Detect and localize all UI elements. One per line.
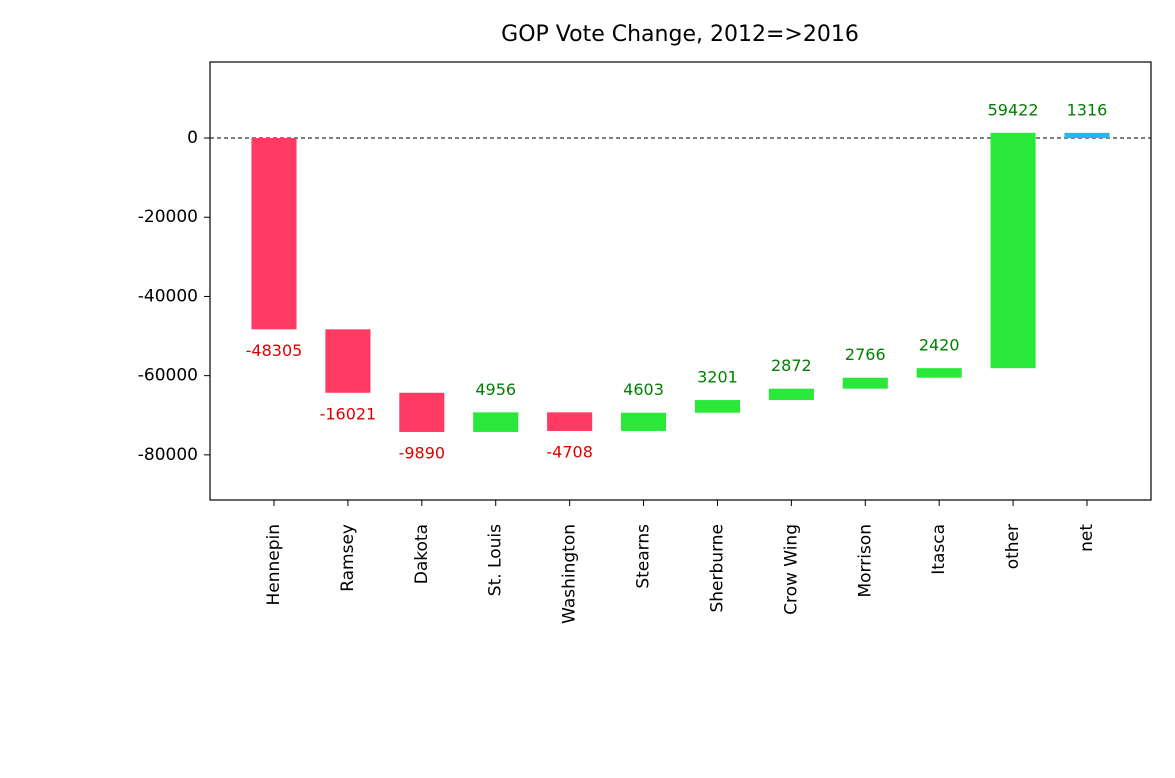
x-tick-label: St. Louis xyxy=(486,524,506,596)
x-tick-label: Crow Wing xyxy=(781,524,801,615)
data-label: 2872 xyxy=(771,356,812,375)
bar xyxy=(547,412,593,431)
bar xyxy=(1064,132,1110,139)
data-label: 4603 xyxy=(623,380,664,399)
y-tick-label: -60000 xyxy=(138,366,198,386)
bar xyxy=(399,392,445,432)
data-label: 59422 xyxy=(988,100,1039,119)
plot-frame xyxy=(209,61,1152,501)
bar xyxy=(325,329,371,393)
bar xyxy=(621,412,667,431)
bar xyxy=(916,368,962,378)
bar xyxy=(251,138,297,330)
chart-title: GOP Vote Change, 2012=>2016 xyxy=(501,22,859,47)
y-tick-label: -80000 xyxy=(138,445,198,465)
bar xyxy=(473,412,519,432)
data-label: -16021 xyxy=(320,404,377,423)
data-label: 2766 xyxy=(845,345,886,364)
data-label: 1316 xyxy=(1067,100,1108,119)
y-tick-label: -20000 xyxy=(138,207,198,227)
bar xyxy=(990,132,1036,369)
data-label: 4956 xyxy=(475,380,516,399)
data-label: 3201 xyxy=(697,368,738,387)
data-label: 2420 xyxy=(919,336,960,355)
y-tick-label: -40000 xyxy=(138,286,198,306)
x-tick-label: Stearns xyxy=(634,524,654,589)
bar xyxy=(694,400,740,413)
data-label: -4708 xyxy=(546,442,593,461)
x-tick-label: Dakota xyxy=(412,524,432,584)
x-tick-label: other xyxy=(1003,524,1023,569)
y-tick-label: 0 xyxy=(187,128,198,148)
x-tick-label: Itasca xyxy=(929,524,949,575)
bar xyxy=(842,377,888,389)
data-label: -9890 xyxy=(399,443,446,462)
x-tick-label: Hennepin xyxy=(264,524,284,606)
x-tick-label: Ramsey xyxy=(338,524,358,592)
x-tick-label: Morrison xyxy=(855,524,875,598)
bar xyxy=(768,388,814,401)
x-tick-label: Sherburne xyxy=(707,524,727,613)
x-tick-label: net xyxy=(1077,524,1097,552)
data-label: -48305 xyxy=(246,341,303,360)
x-tick-label: Washington xyxy=(560,524,580,624)
